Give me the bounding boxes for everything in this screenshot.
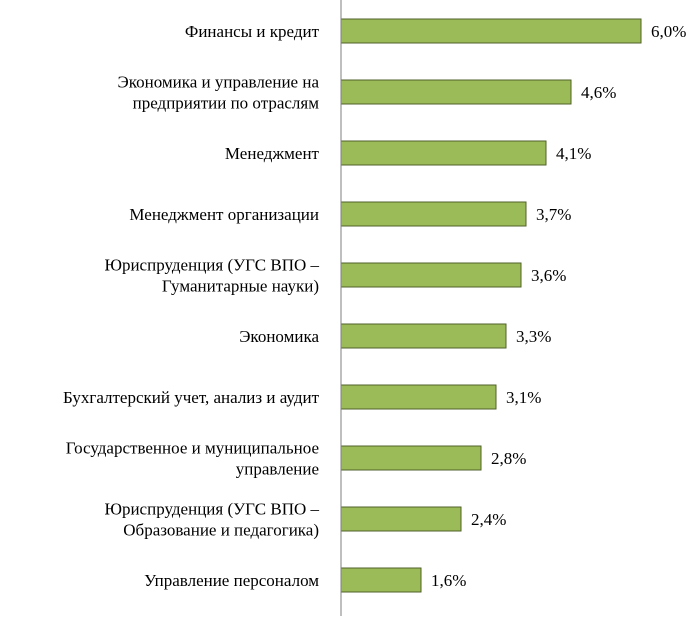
- category-label-line: Экономика: [239, 327, 319, 346]
- category-label-line: Юриспруденция (УГС ВПО –: [104, 500, 319, 519]
- value-label-2: 4,6%: [581, 83, 616, 102]
- category-label-line: Управление персоналом: [144, 571, 319, 590]
- bar-1: [340, 18, 642, 44]
- category-label-4: Менеджмент организации: [129, 205, 319, 224]
- bar-5: [340, 262, 522, 288]
- category-label-2: Экономика и управление на предприятии по …: [117, 73, 319, 113]
- value-label-1: 6,0%: [651, 22, 686, 41]
- category-label-line: Государственное и муниципальное: [66, 439, 319, 458]
- bar-6: [340, 323, 507, 349]
- bar-9: [340, 506, 462, 532]
- bar-2: [340, 79, 572, 105]
- value-label-6: 3,3%: [516, 327, 551, 346]
- bar-8: [340, 445, 482, 471]
- bar-3: [340, 140, 547, 166]
- category-label-line: управление: [236, 460, 319, 479]
- category-label-line: Экономика и управление на: [117, 73, 319, 92]
- category-label-7: Бухгалтерский учет, анализ и аудит: [63, 388, 320, 407]
- value-label-3: 4,1%: [556, 144, 591, 163]
- category-label-line: Финансы и кредит: [185, 22, 320, 41]
- value-label-10: 1,6%: [431, 571, 466, 590]
- category-label-6: Экономика: [239, 327, 319, 346]
- bar-4: [340, 201, 527, 227]
- category-label-8: Государственное и муниципальное управлени…: [66, 439, 319, 479]
- value-label-8: 2,8%: [491, 449, 526, 468]
- category-label-line: Юриспруденция (УГС ВПО –: [104, 256, 319, 275]
- category-label-line: предприятии по отраслям: [133, 94, 320, 113]
- bar-10: [340, 567, 422, 593]
- value-label-9: 2,4%: [471, 510, 506, 529]
- value-label-4: 3,7%: [536, 205, 571, 224]
- category-label-9: Юриспруденция (УГС ВПО – Образование и пе…: [104, 500, 319, 540]
- bar-7: [340, 384, 497, 410]
- category-label-line: Менеджмент: [225, 144, 320, 163]
- category-label-5: Юриспруденция (УГС ВПО – Гуманитарные нау…: [104, 256, 319, 296]
- category-label-line: Гуманитарные науки): [162, 277, 319, 296]
- category-label-line: Бухгалтерский учет, анализ и аудит: [63, 388, 320, 407]
- value-label-5: 3,6%: [531, 266, 566, 285]
- value-label-7: 3,1%: [506, 388, 541, 407]
- category-label-1: Финансы и кредит: [185, 22, 320, 41]
- category-label-3: Менеджмент: [225, 144, 320, 163]
- category-label-line: Менеджмент организации: [129, 205, 319, 224]
- category-label-line: Образование и педагогика): [123, 521, 319, 540]
- category-label-10: Управление персоналом: [144, 571, 319, 590]
